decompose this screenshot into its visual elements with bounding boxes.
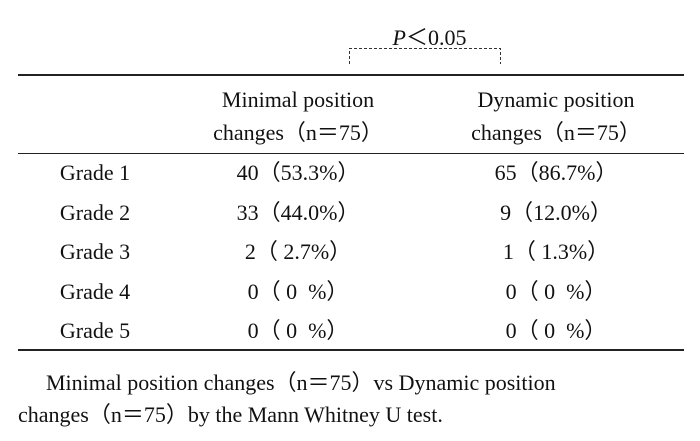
- header-rule: [18, 153, 684, 154]
- cell: 65（86.7%）: [494, 160, 618, 185]
- cell: 0（ 0 %）: [247, 278, 349, 304]
- row-label: Grade 4: [59, 278, 131, 304]
- bracket: [349, 48, 501, 64]
- column-header: changes（n＝75）: [213, 120, 383, 145]
- cell: 9（12.0%）: [500, 199, 612, 225]
- row-label: Grade 5: [59, 318, 131, 343]
- cell: 0（ 0 %）: [505, 278, 607, 304]
- cell: 0（ 0 %）: [505, 318, 607, 343]
- row-label: Grade 1: [59, 160, 131, 185]
- cell: 2（ 2.7%）: [244, 239, 352, 264]
- row-label: Grade 2: [59, 199, 131, 225]
- column-header: changes（n＝75）: [471, 120, 641, 145]
- footnote-line: changes（n＝75）by the Mann Whitney U test.: [18, 402, 443, 427]
- column-header: Dynamic position: [477, 87, 635, 112]
- cell: 0（ 0 %）: [247, 318, 349, 343]
- row-label: Grade 3: [59, 239, 131, 264]
- cell: 1（ 1.3%）: [502, 239, 610, 264]
- top-rule: [18, 74, 684, 76]
- p-threshold: ＜0.05: [405, 25, 467, 50]
- column-header: Minimal position: [221, 87, 375, 112]
- footnote-line: Minimal position changes（n＝75）vs Dynamic…: [46, 370, 556, 395]
- bottom-rule: [18, 349, 684, 351]
- cell: 40（53.3%）: [236, 160, 360, 185]
- cell: 33（44.0%）: [236, 199, 360, 225]
- p-variable: P: [392, 25, 406, 50]
- significance: P＜0.05: [382, 5, 467, 49]
